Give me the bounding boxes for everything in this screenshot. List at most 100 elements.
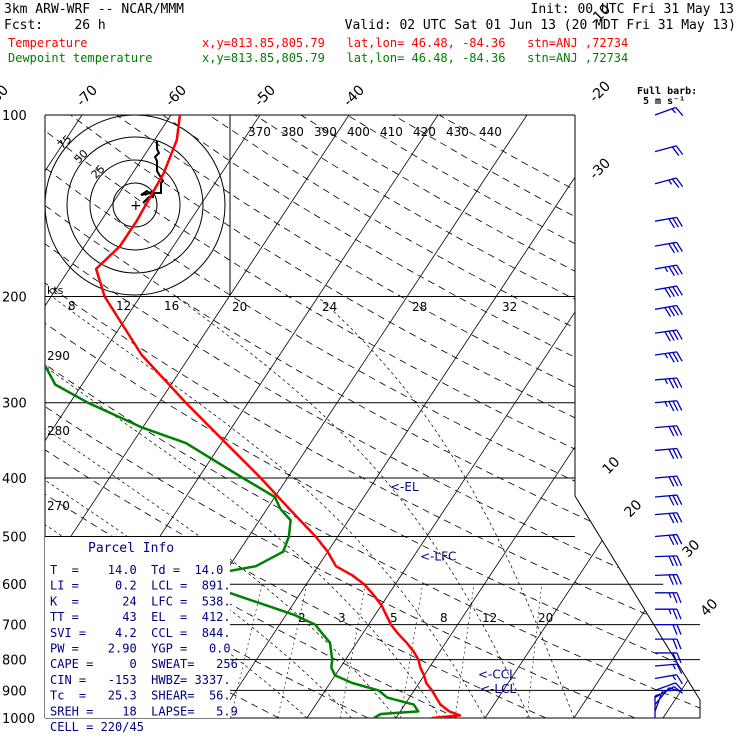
wind-barb — [655, 623, 682, 635]
level-marker-label: <-EL — [390, 480, 419, 494]
wind-barb — [654, 145, 684, 156]
theta-e-label: 20 — [232, 300, 247, 314]
profile-lines — [45, 115, 462, 718]
level-marker-label: <-CCL — [478, 668, 516, 682]
temp-tick-label: -40 — [340, 82, 367, 109]
mixing-ratio-line — [230, 584, 263, 718]
mixing-ratio-label: 20 — [538, 611, 553, 625]
wind-barb — [655, 638, 682, 650]
isotherm-line — [45, 115, 261, 718]
hodograph-ring — [44, 114, 226, 296]
moist-adiabat-line — [51, 296, 486, 718]
pressure-label: 700 — [2, 619, 27, 634]
parcel-info-row: Tc = 25.3 SHEAR= 56. — [50, 689, 231, 703]
temperature-legend-label: Temperature — [8, 36, 88, 50]
moist-adiabat-line — [45, 296, 397, 718]
dry-adiabat-line — [45, 115, 700, 718]
wind-barb — [654, 512, 683, 524]
wind-barb — [654, 400, 683, 412]
wind-barb — [654, 216, 683, 229]
wind-barb — [654, 285, 683, 298]
theta-label: 430 — [446, 125, 469, 139]
parcel-info-row: CELL = 220/45 — [50, 720, 144, 734]
wind-barb — [654, 682, 684, 692]
pressure-label: 100 — [2, 109, 27, 124]
wind-barb — [654, 693, 661, 718]
wind-barb — [654, 663, 683, 675]
mixing-ratio-line — [400, 584, 423, 718]
plot-right-border — [574, 115, 701, 718]
theta-e-label: 28 — [412, 300, 427, 314]
wind-barb — [654, 304, 683, 318]
wind-barb — [654, 555, 682, 567]
dry-adiabat-line — [45, 115, 636, 718]
theta-label: 290 — [47, 349, 70, 363]
hodograph-tick-label: 12 — [116, 299, 131, 313]
temp-tick-label: -20 — [587, 78, 614, 105]
dry-adiabat-line — [45, 115, 700, 718]
hodograph-ring-label: 25 — [89, 162, 108, 181]
level-marker-label: <-LFC — [420, 550, 456, 564]
isotherm-line — [484, 115, 700, 718]
hodograph-ring — [112, 182, 158, 228]
dry-adiabat-line — [208, 115, 700, 718]
pressure-label: 600 — [2, 578, 27, 593]
wind-barb — [655, 592, 682, 604]
wind-barb — [654, 329, 683, 342]
parcel-info-box — [45, 537, 230, 718]
dewpoint-profile — [45, 115, 420, 718]
parcel-info-title: Parcel Info — [88, 541, 174, 556]
temp-tick-label: -50 — [251, 82, 278, 109]
wind-barb — [654, 264, 683, 276]
dewpoint-legend-label: Dewpoint temperature — [8, 51, 153, 65]
mixing-ratio-label: 12 — [482, 611, 497, 625]
hodograph-units-label: kts — [47, 284, 64, 297]
theta-e-label: 24 — [322, 300, 337, 314]
isotherm-line — [217, 115, 617, 718]
dry-adiabat-line — [438, 115, 700, 718]
wind-barb — [654, 494, 683, 506]
dewpoint-legend-info: x,y=813.85,805.79 lat,lon= 46.48, -84.36… — [202, 51, 629, 65]
temp-tick-label: -70 — [73, 82, 100, 109]
hodograph-center: + — [130, 198, 142, 214]
wind-barb — [654, 447, 683, 460]
theta-e-label: 32 — [502, 300, 517, 314]
theta-label: 410 — [380, 125, 403, 139]
parcel-info-row: CAPE = 0 SWEAT= 256 — [50, 657, 238, 671]
theta-label: 440 — [479, 125, 502, 139]
pressure-label: 200 — [2, 291, 27, 306]
temp-tick-label: 20 — [622, 497, 646, 521]
barb-key-title: Full barb: — [637, 86, 698, 97]
parcel-info-row: TT = 43 EL = 412. — [50, 610, 231, 624]
dry-adiabat-line — [162, 115, 700, 718]
wind-barb — [654, 674, 683, 685]
wind-barb — [654, 533, 683, 546]
wind-barb — [654, 377, 683, 389]
isotherm-line — [395, 115, 700, 718]
pressure-label: 400 — [2, 472, 27, 487]
dry-adiabat-line — [45, 115, 700, 718]
pressure-label: 800 — [2, 654, 27, 669]
theta-label: 390 — [314, 125, 337, 139]
temp-tick-label: -80 — [0, 82, 12, 109]
temperature-legend-info: x,y=813.85,805.79 lat,lon= 46.48, -84.36… — [202, 36, 629, 50]
parcel-info-row: T = 14.0 Td = 14.0 — [50, 563, 223, 577]
forecast-hour: Fcst: 26 h — [4, 18, 106, 33]
wind-barb — [655, 608, 682, 620]
parcel-info-row: SREH = 18 LAPSE= 5.9 — [50, 704, 238, 718]
hodograph-ring-label: 75 — [55, 133, 74, 152]
wind-barb — [654, 351, 683, 363]
pressure-label: 900 — [2, 684, 27, 699]
pressure-label: 300 — [2, 397, 27, 412]
mixing-ratio-line — [339, 584, 366, 718]
temp-tick-label: 40 — [698, 596, 722, 620]
level-marker-label: <-LCL — [480, 682, 516, 696]
temp-tick-label: -60 — [162, 82, 189, 109]
isotherm-line — [45, 115, 172, 718]
theta-label: 370 — [248, 125, 271, 139]
parcel-info-row: SVI = 4.2 CCL = 844. — [50, 626, 231, 640]
parcel-info-row: CIN = -153 HWBZ= 3337. — [50, 673, 231, 687]
temperature-profile — [94, 115, 462, 718]
